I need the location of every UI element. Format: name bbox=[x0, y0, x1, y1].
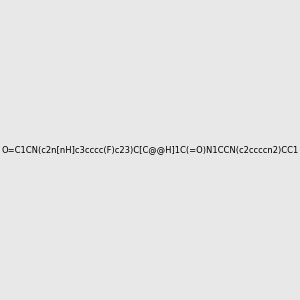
Text: O=C1CN(c2n[nH]c3cccc(F)c23)C[C@@H]1C(=O)N1CCN(c2ccccn2)CC1: O=C1CN(c2n[nH]c3cccc(F)c23)C[C@@H]1C(=O)… bbox=[2, 146, 298, 154]
